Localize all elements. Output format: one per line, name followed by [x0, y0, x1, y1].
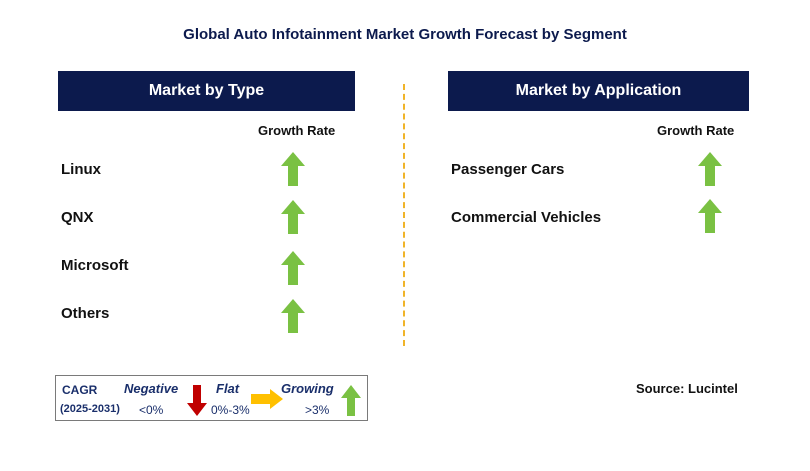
legend-period: (2025-2031) [60, 403, 120, 415]
up-arrow-icon [281, 200, 305, 234]
up-arrow-icon [281, 251, 305, 285]
legend-flat-range: 0%-3% [211, 403, 250, 417]
legend-growing-range: >3% [305, 403, 330, 417]
source-label: Source: Lucintel [636, 381, 738, 396]
up-arrow-icon [341, 385, 361, 416]
application-label-commercial-vehicles: Commercial Vehicles [451, 209, 602, 226]
legend-negative-label: Negative [124, 381, 179, 396]
up-arrow-icon [698, 152, 722, 186]
right-arrow-icon [251, 389, 283, 409]
up-arrow-icon [281, 299, 305, 333]
market-by-type-header: Market by Type [58, 71, 355, 111]
type-label-others: Others [61, 305, 110, 322]
type-label-microsoft: Microsoft [61, 257, 129, 274]
type-label-linux: Linux [61, 161, 101, 178]
right-growth-rate-label: Growth Rate [657, 123, 735, 138]
legend-cagr-label: CAGR [62, 383, 98, 397]
type-label-qnx: QNX [61, 209, 94, 226]
application-label-passenger-cars: Passenger Cars [451, 161, 565, 178]
legend-flat-label: Flat [216, 381, 240, 396]
down-arrow-icon [187, 385, 207, 416]
up-arrow-icon [698, 199, 722, 233]
page-title: Global Auto Infotainment Market Growth F… [183, 26, 627, 43]
up-arrow-icon [281, 152, 305, 186]
legend-negative-range: <0% [139, 403, 164, 417]
left-growth-rate-label: Growth Rate [258, 123, 336, 138]
legend-growing-label: Growing [281, 381, 334, 396]
market-by-application-header: Market by Application [448, 71, 749, 111]
panel-divider [403, 84, 405, 346]
cagr-legend: CAGR (2025-2031) Negative <0% Flat 0%-3%… [55, 375, 368, 421]
